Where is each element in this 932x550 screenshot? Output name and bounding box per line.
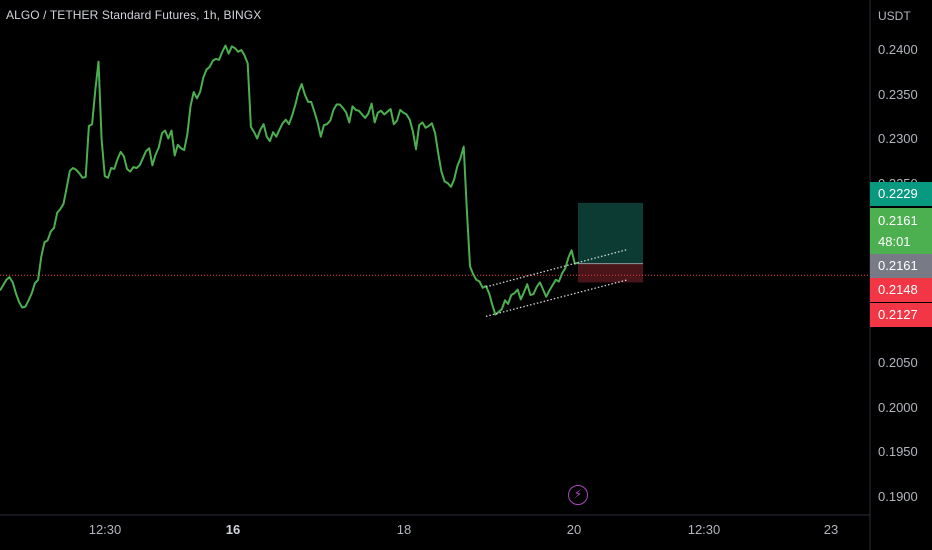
- currency-label: USDT: [878, 9, 911, 23]
- time-tick: 12:30: [88, 522, 122, 537]
- target-badge: 0.2229: [870, 182, 932, 206]
- current-price-badge: 0.2148: [870, 278, 932, 302]
- countdown-timer: 48:01: [878, 234, 911, 249]
- time-tick: 16: [225, 522, 241, 537]
- price-tick: 0.1900: [878, 489, 918, 504]
- entry-badge: 0.2161: [870, 254, 932, 278]
- last-price-badge: 0.2161 48:01: [870, 208, 932, 256]
- time-tick: 12:30: [687, 522, 721, 537]
- symbol-title[interactable]: ALGO / TETHER Standard Futures, 1h, BING…: [6, 8, 262, 22]
- lightning-icon[interactable]: ⚡: [568, 485, 588, 505]
- price-tick: 0.2400: [878, 42, 918, 57]
- last-price-value: 0.2161: [878, 213, 918, 228]
- price-tick: 0.2350: [878, 86, 918, 102]
- time-tick: 20: [566, 522, 582, 537]
- price-tick: 0.2300: [878, 131, 918, 147]
- price-line-series: [0, 44, 579, 316]
- time-tick: 18: [396, 522, 412, 537]
- loss-zone: [578, 263, 643, 283]
- price-tick: 0.2050: [878, 354, 918, 370]
- channel-lower-line: [485, 279, 629, 318]
- stop-badge: 0.2127: [870, 303, 932, 327]
- long-position-tool[interactable]: [578, 202, 643, 283]
- price-tick: 0.1950: [878, 444, 918, 460]
- time-tick: 23: [823, 522, 839, 537]
- profit-zone: [578, 202, 643, 264]
- price-series: [0, 44, 579, 316]
- price-tick: 0.2000: [878, 399, 918, 415]
